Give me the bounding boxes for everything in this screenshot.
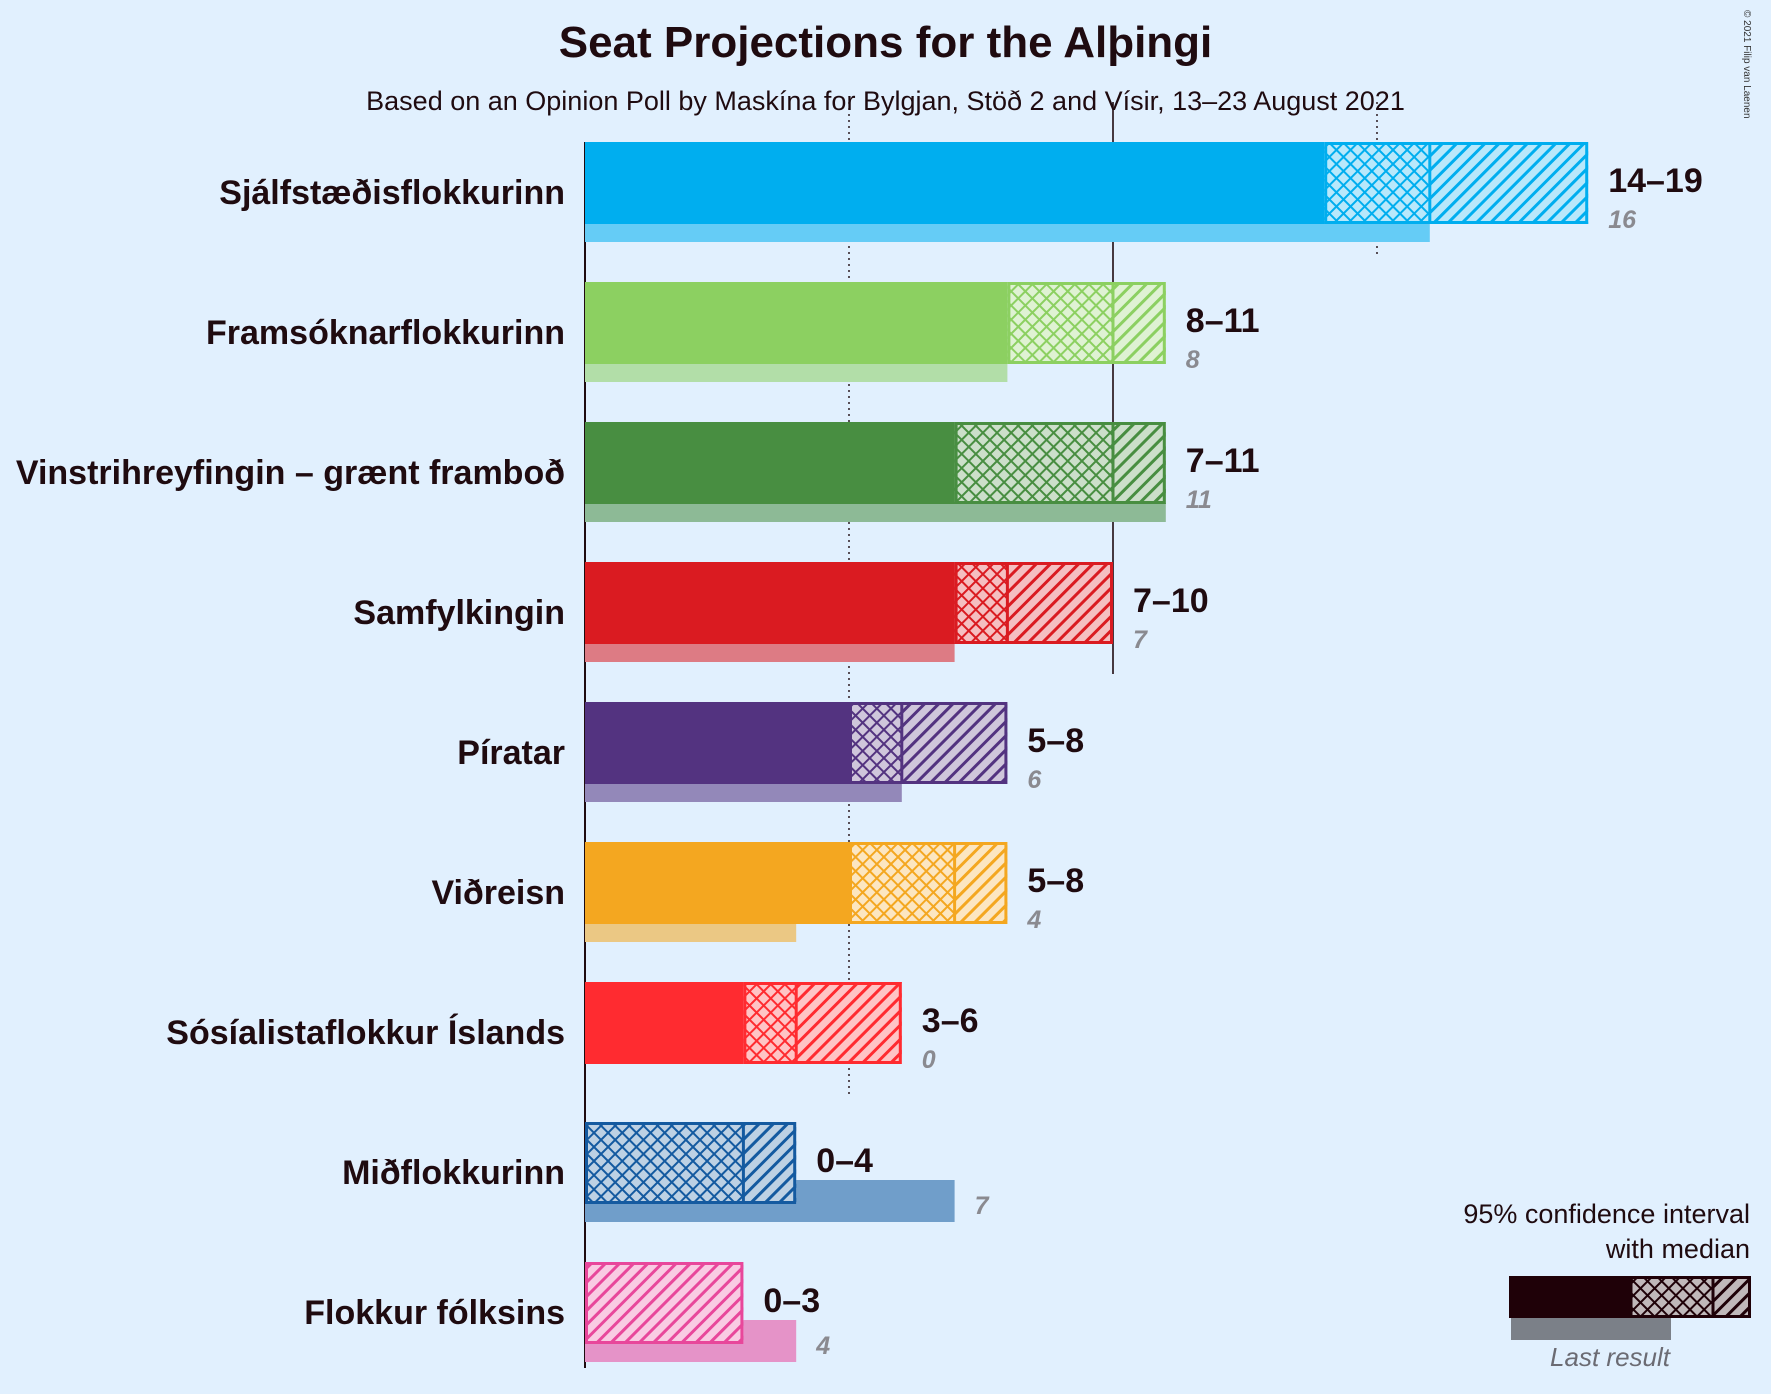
- confidence-interval-outline: [743, 982, 902, 1064]
- party-row: Samfylkingin 7–10 7: [353, 562, 1209, 662]
- chart-subtitle: Based on an Opinion Poll by Maskína for …: [366, 86, 1405, 116]
- confidence-interval-outline: [585, 1122, 797, 1204]
- median-range-bar: [1007, 282, 1113, 364]
- median-range-bar: [954, 562, 1008, 644]
- seat-range-label: 5–8: [1027, 862, 1084, 900]
- party-row: Vinstrihreyfingin – grænt framboð 7–11 11: [16, 422, 1260, 522]
- party-row: Viðreisn 5–8 4: [431, 842, 1084, 942]
- party-name-label: Miðflokkurinn: [342, 1154, 565, 1192]
- party-name-label: Flokkur fólksins: [304, 1294, 565, 1332]
- seat-range-label: 0–4: [816, 1142, 873, 1180]
- party-name-label: Viðreisn: [431, 874, 565, 912]
- legend-title-line1: 95% confidence interval: [1463, 1199, 1750, 1229]
- last-result-label: 8: [1186, 346, 1200, 374]
- last-result-label: 7: [975, 1192, 990, 1220]
- legend-title-line2: with median: [1605, 1234, 1750, 1264]
- last-result-label: 11: [1186, 486, 1212, 514]
- seat-range-label: 5–8: [1027, 722, 1084, 760]
- median-range-bar: [954, 422, 1113, 504]
- upper-range-bar: [1113, 282, 1166, 364]
- seat-range-label: 8–11: [1186, 302, 1260, 340]
- seat-range-label: 14–19: [1608, 162, 1703, 200]
- last-result-label: 4: [1026, 906, 1041, 934]
- upper-range-bar: [901, 702, 1008, 784]
- upper-range-bar: [954, 842, 1008, 924]
- last-result-label: 6: [1027, 766, 1042, 794]
- seat-range-label: 3–6: [922, 1002, 979, 1040]
- confidence-low-bar: [585, 422, 955, 504]
- upper-range-bar: [1113, 422, 1166, 504]
- confidence-interval-outline: [1324, 142, 1589, 224]
- upper-range-bar: [796, 982, 902, 1064]
- party-row: Píratar 5–8 6: [457, 702, 1084, 802]
- last-result-label: 4: [815, 1332, 830, 1360]
- median-range-bar: [849, 842, 955, 924]
- confidence-low-bar: [585, 842, 849, 924]
- upper-range-bar: [1007, 562, 1113, 644]
- confidence-low-bar: [585, 282, 1008, 364]
- confidence-low-bar: [585, 702, 849, 784]
- party-name-label: Vinstrihreyfingin – grænt framboð: [16, 454, 565, 492]
- legend-last-result-label: Last result: [1550, 1342, 1672, 1372]
- party-name-label: Samfylkingin: [353, 594, 565, 632]
- confidence-low-bar: [585, 982, 744, 1064]
- confidence-low-bar: [585, 562, 955, 644]
- party-name-label: Sjálfstæðisflokkurinn: [219, 174, 565, 212]
- confidence-interval-outline: [1007, 282, 1166, 364]
- median-range-bar: [585, 1122, 744, 1204]
- party-row: Framsóknarflokkurinn 8–11 8: [206, 282, 1260, 382]
- upper-range-bar: [585, 1262, 744, 1344]
- median-range-bar: [849, 702, 902, 784]
- legend-outline: [1629, 1276, 1751, 1318]
- party-row: Sjálfstæðisflokkurinn 14–19 16: [219, 142, 1703, 242]
- upper-range-bar: [743, 1122, 797, 1204]
- legend-hatch-swatch: [1713, 1276, 1751, 1318]
- confidence-interval-outline: [849, 842, 1008, 924]
- legend: 95% confidence interval with median Last r…: [1463, 1199, 1751, 1372]
- chart-title: Seat Projections for the Alþingi: [558, 18, 1213, 67]
- seat-range-label: 0–3: [763, 1282, 820, 1320]
- party-name-label: Sósíalistaflokkur Íslands: [166, 1014, 565, 1052]
- seat-range-label: 7–11: [1186, 442, 1260, 480]
- legend-cross-swatch: [1631, 1276, 1713, 1318]
- seat-range-label: 7–10: [1133, 582, 1209, 620]
- last-result-label: 0: [922, 1046, 936, 1074]
- confidence-interval-outline: [585, 1262, 744, 1344]
- confidence-interval-outline: [849, 702, 1008, 784]
- last-result-label: 16: [1608, 206, 1637, 234]
- upper-range-bar: [1429, 142, 1589, 224]
- confidence-low-bar: [585, 142, 1325, 224]
- confidence-interval-outline: [954, 562, 1113, 644]
- party-name-label: Píratar: [457, 734, 565, 772]
- party-row: Sósíalistaflokkur Íslands 3–6 0: [166, 982, 979, 1074]
- legend-solid-swatch: [1509, 1276, 1631, 1318]
- party-row: Flokkur fólksins 0–3 4: [304, 1262, 830, 1362]
- party-name-label: Framsóknarflokkurinn: [206, 314, 565, 352]
- confidence-interval-outline: [954, 422, 1166, 504]
- last-result-label: 7: [1133, 626, 1148, 654]
- median-range-bar: [743, 982, 797, 1064]
- party-row: Miðflokkurinn 0–4 7: [342, 1122, 990, 1222]
- median-range-bar: [1324, 142, 1430, 224]
